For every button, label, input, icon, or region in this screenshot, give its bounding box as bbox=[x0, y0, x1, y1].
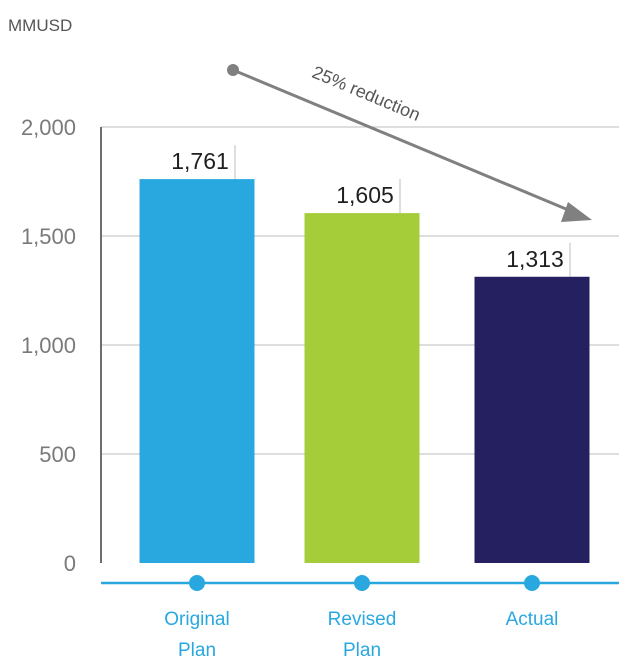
annotation-text: 25% reduction bbox=[309, 62, 423, 125]
x-axis-dot bbox=[524, 575, 540, 591]
axes bbox=[100, 127, 619, 591]
bar bbox=[474, 276, 590, 563]
bars bbox=[139, 179, 590, 564]
data-label: 1,605 bbox=[336, 182, 394, 208]
y-tick-label: 0 bbox=[64, 551, 76, 576]
data-label: 1,313 bbox=[506, 246, 564, 272]
x-axis-dot bbox=[189, 575, 205, 591]
y-tick-label: 2,000 bbox=[21, 115, 76, 140]
bar bbox=[139, 179, 255, 564]
x-tick-label: Original Plan bbox=[164, 609, 229, 661]
bar bbox=[304, 213, 420, 564]
y-tick-label: 500 bbox=[39, 442, 76, 467]
x-tick-label: Revised Plan bbox=[328, 609, 397, 661]
annotation: 25% reduction bbox=[227, 62, 592, 222]
annotation-arrow-head bbox=[561, 202, 592, 222]
y-tick-label: 1,000 bbox=[21, 333, 76, 358]
unit-label: MMUSD bbox=[8, 16, 72, 35]
y-tick-label: 1,500 bbox=[21, 224, 76, 249]
data-label: 1,761 bbox=[171, 148, 229, 174]
annotation-arrow-line bbox=[232, 68, 579, 216]
x-axis-dot bbox=[354, 575, 370, 591]
labels: 0 500 1,000 1,500 2,000 1,761 1,605 1,313 Origin… bbox=[21, 115, 564, 661]
x-tick-label: Actual bbox=[506, 609, 559, 630]
